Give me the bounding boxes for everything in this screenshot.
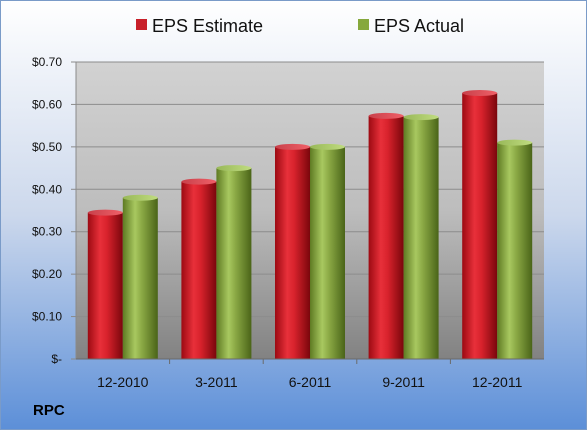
bar-top-eps-estimate	[181, 178, 217, 185]
bar-eps-estimate	[87, 212, 123, 359]
ticker-label: RPC	[33, 402, 65, 419]
y-tick-label: $0.50	[32, 140, 62, 154]
x-axis-ticks: 12-2010 3-2011 6-2011 9-2011 12-2011	[97, 359, 523, 390]
bar-top-eps-actual	[216, 165, 252, 172]
legend-swatch-eps-actual	[358, 19, 369, 30]
bar-eps-actual	[216, 168, 252, 359]
y-tick-label: $0.10	[32, 310, 62, 324]
bar-top-eps-estimate	[462, 89, 498, 96]
bar-top-eps-estimate	[275, 143, 310, 150]
bar-eps-actual	[122, 197, 158, 359]
bar-eps-estimate	[368, 115, 404, 360]
y-tick-label: $0.30	[32, 225, 62, 239]
legend-label-eps-estimate: EPS Estimate	[152, 16, 263, 36]
y-tick-label: $0.60	[32, 97, 62, 111]
x-tick-label: 3-2011	[195, 374, 238, 390]
y-tick-label: $0.70	[32, 55, 62, 69]
x-tick-label: 12-2011	[472, 374, 523, 390]
y-tick-label: $-	[51, 352, 62, 366]
y-axis-ticks: $- $0.10 $0.20 $0.30 $0.40 $0.50 $0.60 $0.70	[32, 55, 76, 366]
bars	[87, 89, 533, 360]
bar-top-eps-actual	[497, 139, 533, 146]
legend-swatch-eps-estimate	[136, 19, 147, 30]
bar-top-eps-actual	[310, 143, 345, 150]
bar-top-eps-estimate	[87, 209, 123, 216]
bar-eps-estimate	[462, 92, 498, 360]
bar-eps-estimate	[275, 146, 310, 359]
x-tick-label: 6-2011	[289, 374, 332, 390]
bar-eps-actual	[403, 117, 439, 360]
x-tick-label: 9-2011	[382, 374, 425, 390]
bar-eps-actual	[310, 146, 345, 359]
y-tick-label: $0.20	[32, 267, 62, 281]
legend: EPS Estimate EPS Actual	[136, 16, 464, 36]
x-tick-label: 12-2010	[97, 374, 149, 390]
bar-top-eps-estimate	[368, 112, 404, 119]
bar-top-eps-actual	[122, 194, 158, 201]
bar-eps-estimate	[181, 181, 217, 359]
y-tick-label: $0.40	[32, 182, 62, 196]
bar-top-eps-actual	[403, 114, 439, 121]
bar-eps-actual	[497, 142, 533, 359]
legend-label-eps-actual: EPS Actual	[374, 16, 464, 36]
